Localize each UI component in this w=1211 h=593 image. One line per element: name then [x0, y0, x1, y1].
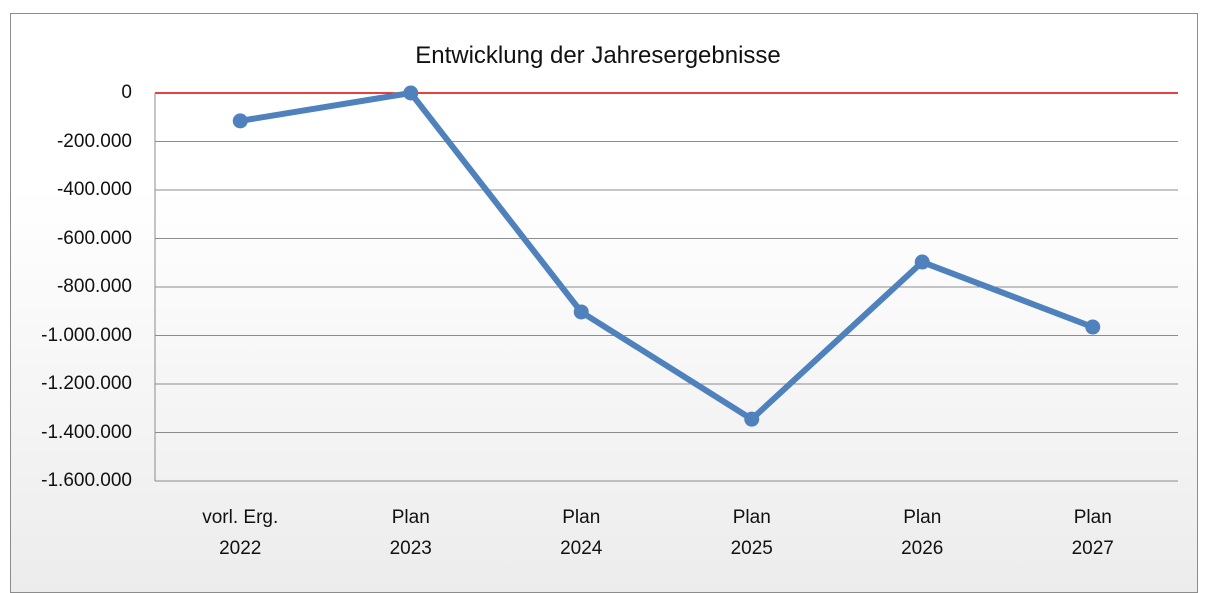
y-tick-label: 0 [121, 82, 132, 103]
x-tick-label: vorl. Erg. 2022 [202, 507, 279, 559]
data-point [573, 304, 589, 320]
x-tick-label: Plan 2026 [901, 507, 944, 559]
x-tick-label: Plan 2024 [560, 507, 603, 559]
chart-frame [10, 13, 1198, 593]
chart-title: Entwicklung der Jahresergebnisse [415, 42, 781, 69]
y-tick-label: -800.000 [56, 276, 132, 297]
y-tick-label: -1.400.000 [41, 421, 132, 443]
x-tick-label: Plan 2025 [730, 507, 773, 559]
x-tick-label: Plan 2027 [1071, 507, 1114, 559]
data-point [1085, 319, 1101, 335]
y-tick-label: -600.000 [56, 227, 132, 249]
data-point [232, 113, 248, 129]
data-point [914, 254, 930, 270]
y-tick-label: -1.600.000 [41, 470, 132, 491]
data-point [744, 411, 760, 427]
y-tick-label: -200.000 [56, 130, 132, 152]
series-line [239, 90, 1094, 423]
data-point [403, 85, 419, 101]
y-tick-label: -1.200.000 [41, 373, 132, 394]
y-tick-label: -1.000.000 [41, 324, 132, 346]
x-tick-label: Plan 2023 [389, 507, 432, 559]
y-tick-label: -400.000 [56, 179, 132, 200]
